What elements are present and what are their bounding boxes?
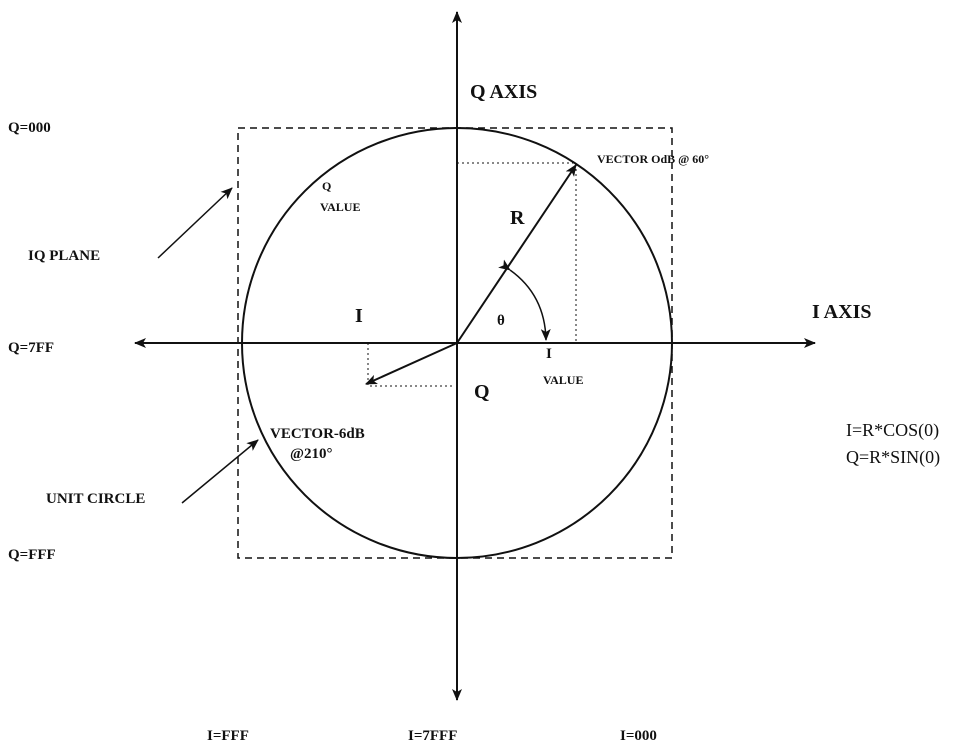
i-value-label: VALUE — [543, 373, 583, 387]
i-level: I=7FFF — [408, 728, 457, 744]
diagram-shapes — [134, 11, 816, 701]
vector-label: VECTOR OdB @ 60° — [597, 152, 709, 166]
unit-circle-pointer — [181, 439, 259, 504]
vector-210 — [365, 342, 458, 385]
i-axis-label: I AXIS — [812, 301, 871, 323]
vector-label: @210° — [290, 446, 332, 462]
q-value-label: Q — [322, 179, 331, 193]
q-component-label: Q — [474, 381, 490, 403]
formula: I=R*COS(0) — [846, 420, 939, 441]
callout-label: UNIT CIRCLE — [46, 491, 145, 507]
q-level: Q=FFF — [8, 547, 56, 563]
angle-label: θ — [497, 313, 505, 329]
vector-label: VECTOR-6dB — [270, 426, 365, 442]
q-level: Q=7FF — [8, 340, 54, 356]
q-level: Q=000 — [8, 120, 51, 136]
q-value-label: VALUE — [320, 200, 360, 214]
i-value-label: I — [546, 346, 552, 362]
theta-arc — [498, 259, 551, 341]
iq-plane-pointer — [157, 187, 233, 259]
magnitude-label: R — [510, 207, 525, 229]
callout-label: IQ PLANE — [28, 248, 100, 264]
i-level: I=000 — [620, 728, 657, 744]
vector-60 — [456, 164, 577, 344]
q-axis-label: Q AXIS — [470, 81, 537, 103]
i-level: I=FFF — [207, 728, 249, 744]
i-component-label: I — [355, 305, 363, 327]
projection-210 — [367, 343, 455, 387]
formula: Q=R*SIN(0) — [846, 447, 940, 468]
